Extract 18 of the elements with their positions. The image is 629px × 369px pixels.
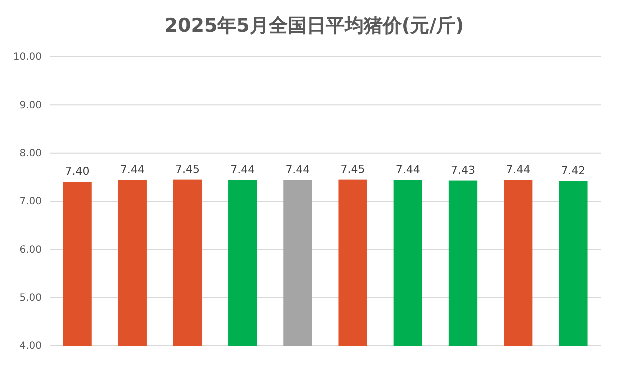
y-tick-label: 9.00 bbox=[20, 100, 42, 112]
y-tick-label: 5.00 bbox=[20, 293, 42, 304]
chart-title: 2025年5月全国日平均猪价(元/斤) bbox=[164, 15, 464, 37]
data-label: 7.43 bbox=[451, 164, 476, 177]
data-label: 7.44 bbox=[396, 163, 420, 176]
data-label: 7.44 bbox=[230, 163, 256, 176]
y-tick-label: 8.00 bbox=[20, 148, 42, 160]
data-label: 7.42 bbox=[561, 164, 586, 178]
data-label: 7.40 bbox=[65, 165, 90, 178]
y-tick-label: 7.00 bbox=[20, 196, 42, 208]
data-label: 7.44 bbox=[120, 163, 145, 176]
y-tick-label: 4.00 bbox=[20, 341, 42, 352]
data-label: 7.44 bbox=[506, 163, 531, 176]
y-tick-label: 6.00 bbox=[20, 244, 42, 256]
data-label: 7.45 bbox=[176, 162, 200, 176]
y-tick-label: 10.00 bbox=[13, 52, 42, 64]
data-label: 7.44 bbox=[286, 163, 310, 176]
data-label: 7.45 bbox=[340, 162, 366, 176]
